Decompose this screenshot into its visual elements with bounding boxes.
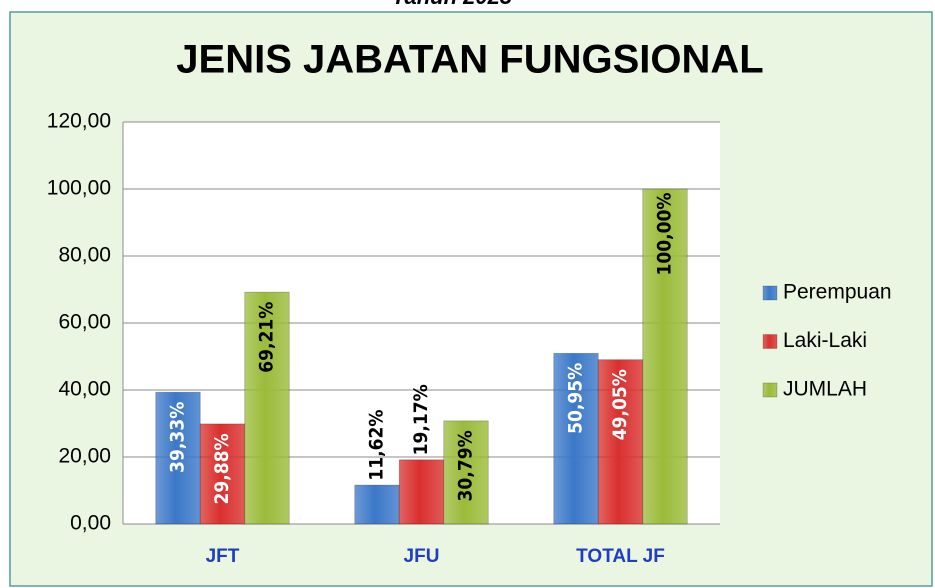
data-label: 30,79% [455, 430, 477, 501]
data-label: 50,95% [565, 363, 587, 434]
bar [155, 391, 201, 525]
x-tick-label: JFU [404, 546, 440, 567]
bar [199, 423, 246, 525]
bar [354, 484, 400, 525]
bar [553, 352, 599, 525]
legend-label: Perempuan [783, 281, 892, 304]
data-label: 69,21% [256, 302, 278, 373]
chart-subtitle: Tahun 2023 [392, 0, 512, 9]
bar [597, 359, 644, 525]
y-tick-label: 40,00 [58, 378, 111, 401]
data-label: 100,00% [654, 192, 676, 275]
y-tick-label: 100,00 [47, 177, 111, 200]
data-label: 49,05% [609, 369, 631, 440]
y-tick-label: 120,00 [47, 110, 111, 133]
legend-swatch [762, 382, 778, 398]
chart-title: JENIS JABATAN FUNGSIONAL [176, 38, 763, 82]
legend-swatch [762, 334, 778, 349]
y-tick-label: 80,00 [58, 244, 111, 267]
bar [443, 420, 489, 525]
x-tick-label: TOTAL JF [576, 546, 665, 567]
bar [642, 188, 688, 525]
data-label: 19,17% [410, 384, 432, 455]
legend-label: JUMLAH [783, 378, 867, 401]
data-label: 29,88% [211, 433, 233, 504]
data-label: 39,33% [167, 402, 189, 473]
y-tick-label: 0,00 [70, 512, 111, 535]
bar [398, 459, 445, 525]
y-tick-label: 60,00 [58, 311, 111, 334]
x-tick-label: JFT [206, 546, 240, 567]
legend-label: Laki-Laki [783, 329, 867, 352]
bar [244, 291, 290, 525]
y-tick-label: 20,00 [58, 445, 111, 468]
data-label: 11,62% [366, 409, 388, 480]
legend-swatch [762, 285, 778, 301]
